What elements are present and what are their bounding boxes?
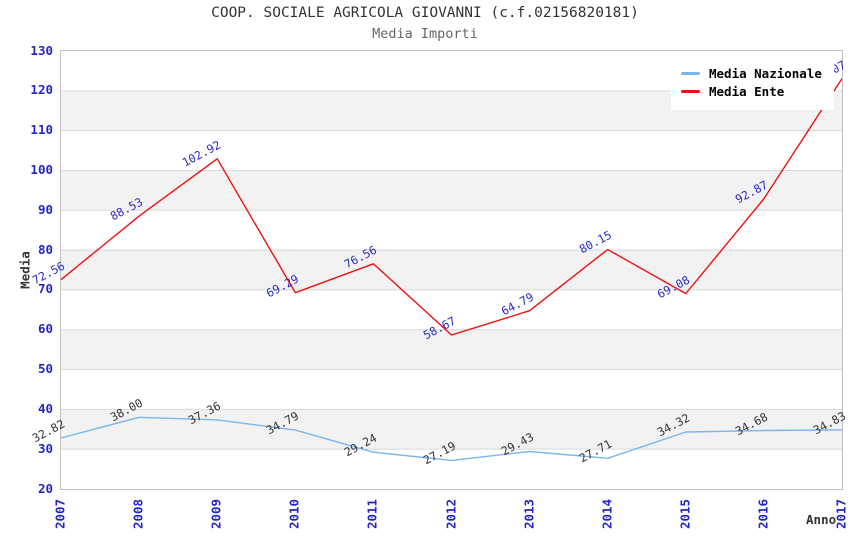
x-tick-label: 2011 [364, 498, 380, 530]
plot-band [61, 409, 842, 450]
x-tick-label: 2008 [130, 498, 146, 530]
x-axis-title: Anno [806, 512, 837, 527]
x-tick-label: 2007 [52, 498, 68, 530]
y-tick-label: 50 [37, 361, 53, 377]
x-tick-label: 2009 [208, 498, 224, 530]
x-tick-label: 2012 [443, 498, 458, 530]
plot-band [61, 250, 842, 290]
series-line-media-nazionale[interactable] [61, 416, 842, 462]
y-tick-label: 20 [37, 480, 53, 496]
plot-band [61, 329, 842, 370]
legend-label-media-nazionale: Media Nazionale [709, 66, 822, 81]
y-tick-label: 90 [37, 201, 53, 217]
y-tick-label: 30 [37, 440, 53, 456]
x-tick-label: 2016 [755, 498, 771, 530]
x-tick-label: 2013 [521, 498, 537, 530]
plot-canvas [61, 78, 842, 462]
y-tick-label: 60 [37, 321, 53, 337]
legend-item-media-nazionale[interactable]: Media Nazionale [681, 66, 822, 81]
y-tick-label: 40 [37, 400, 53, 416]
chart-title: COOP. SOCIALE AGRICOLA GIOVANNI (c.f.021… [211, 5, 639, 21]
y-tick-label: 70 [37, 281, 53, 297]
y-tick-label: 80 [37, 241, 53, 257]
series-line-media-ente[interactable] [61, 78, 842, 336]
legend-line-marker-ente [681, 89, 700, 94]
legend-line-marker-nazionale [681, 71, 700, 76]
legend-item-media-ente[interactable]: Media Ente [681, 84, 822, 99]
legend: Media Nazionale Media Ente [671, 56, 834, 110]
legend-label-media-ente: Media Ente [709, 84, 785, 99]
x-tick-label: 2015 [677, 498, 693, 530]
y-axis-title: Media [17, 251, 33, 289]
x-tick-label: 2010 [286, 498, 302, 530]
y-tick-label: 110 [30, 122, 53, 138]
plot-band [61, 170, 842, 211]
y-tick-label: 130 [30, 42, 53, 58]
y-tick-label: 120 [30, 82, 53, 98]
chart-subtitle: Media Importi [372, 26, 478, 42]
x-tick-label: 2014 [599, 498, 615, 530]
y-tick-label: 100 [30, 161, 53, 177]
plot-area [60, 50, 843, 490]
